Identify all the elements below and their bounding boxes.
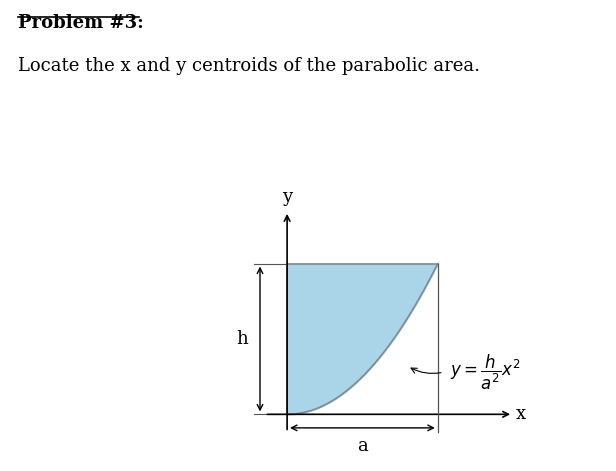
Text: y: y	[282, 188, 292, 206]
Text: $y = \dfrac{h}{a^2}x^2$: $y = \dfrac{h}{a^2}x^2$	[450, 352, 521, 392]
Text: Locate the x and y centroids of the parabolic area.: Locate the x and y centroids of the para…	[18, 57, 480, 74]
Text: x: x	[516, 406, 526, 423]
Text: a: a	[357, 437, 368, 455]
Text: h: h	[236, 330, 248, 348]
Text: Problem #3:: Problem #3:	[18, 14, 144, 32]
